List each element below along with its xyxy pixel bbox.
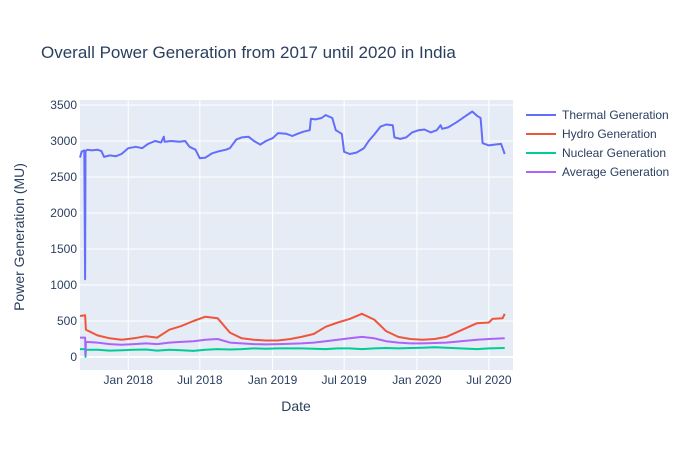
y-axis-ticks: 0 500 1000 1500 2000 2500 3000 3500 <box>50 98 77 364</box>
y-tick-label: 0 <box>70 350 77 364</box>
series-line-thermal-generation <box>79 110 506 281</box>
x-axis-title: Date <box>281 398 311 414</box>
x-tick-label: Jan 2019 <box>248 373 298 387</box>
series-lines <box>79 110 506 358</box>
plot-area <box>80 100 513 370</box>
x-tick-label: Jul 2018 <box>177 373 223 387</box>
legend-label: Average Generation <box>562 165 669 179</box>
legend: Thermal Generation Hydro Generation Nuclea… <box>526 108 669 179</box>
legend-label: Hydro Generation <box>562 127 657 141</box>
series-line-nuclear-generation <box>80 346 505 358</box>
y-axis-title: Power Generation (MU) <box>11 163 27 311</box>
x-tick-label: Jul 2019 <box>321 373 367 387</box>
y-tick-label: 3000 <box>50 134 77 148</box>
x-tick-label: Jul 2020 <box>466 373 512 387</box>
x-tick-label: Jan 2020 <box>392 373 442 387</box>
series-line-hydro-generation <box>79 312 506 342</box>
series-line-average-generation <box>80 335 505 356</box>
legend-label: Thermal Generation <box>562 108 669 122</box>
y-tick-label: 3500 <box>50 98 77 112</box>
x-tick-label: Jan 2018 <box>104 373 154 387</box>
x-axis-ticks: Jan 2018 Jul 2018 Jan 2019 Jul 2019 Jan 2020… <box>104 373 512 387</box>
chart-title: Overall Power Generation from 2017 until… <box>41 43 456 62</box>
y-tick-label: 500 <box>57 314 77 328</box>
y-tick-label: 1000 <box>50 278 77 292</box>
y-tick-label: 1500 <box>50 242 77 256</box>
y-tick-label: 2000 <box>50 206 77 220</box>
legend-label: Nuclear Generation <box>562 146 666 160</box>
y-tick-label: 2500 <box>50 170 77 184</box>
